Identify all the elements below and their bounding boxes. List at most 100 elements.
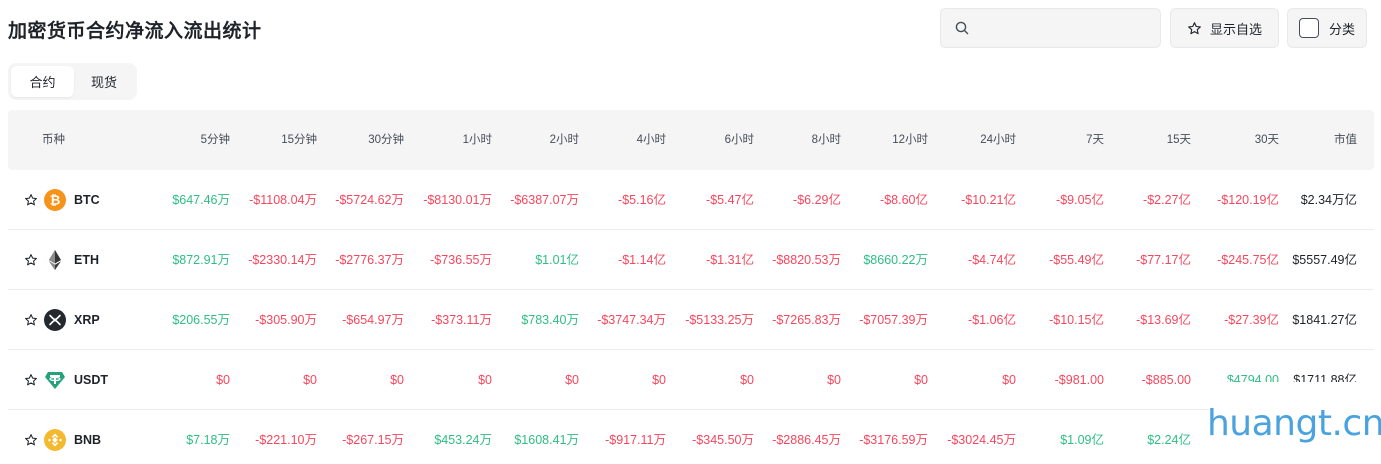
netflow-value: -$10.15亿 [1049,313,1104,327]
netflow-value: $783.40万 [521,313,579,327]
column-header[interactable]: 30天 [1254,134,1279,146]
netflow-value: -$8.60亿 [880,193,928,207]
favorite-star-icon[interactable] [24,373,38,387]
netflow-value: -$6387.07万 [510,193,579,207]
netflow-value: $0 [1002,373,1016,387]
netflow-value: -$305.90万 [255,313,317,327]
coin-cell: USDT [24,350,108,410]
netflow-value: $8660.22万 [863,253,928,267]
category-toggle[interactable]: 分类 [1287,8,1367,48]
netflow-value: -$2886.45万 [772,433,841,447]
netflow-value: -$120.19亿 [1217,193,1279,207]
table-row[interactable]: ETH $872.91万 -$2330.14万 -$2776.37万 -$736.55万… [8,230,1374,290]
column-header: 币种 [42,134,65,146]
column-header[interactable]: 市值 [1334,134,1357,146]
column-header[interactable]: 8小时 [811,134,841,146]
netflow-value: -$2776.37万 [335,253,404,267]
column-header[interactable]: 6小时 [724,134,754,146]
netflow-value: -$7265.83万 [772,313,841,327]
watermark: huangt.cn [1207,382,1381,464]
search-box[interactable] [940,8,1161,48]
tab-spot[interactable]: 现货 [90,75,117,90]
market-cap-value: $1841.27亿 [1292,313,1357,327]
usdt-icon [44,369,66,391]
netflow-value: $0 [390,373,404,387]
tab-futures[interactable]: 合约 [11,66,74,97]
netflow-value: -$6.29亿 [793,193,841,207]
netflow-value: -$1.14亿 [618,253,666,267]
coin-cell: ₿ BTC [24,170,100,230]
column-header[interactable]: 30分钟 [368,134,404,146]
coin-symbol: BTC [74,193,100,207]
column-header[interactable]: 15天 [1166,134,1191,146]
coin-cell: ETH [24,230,99,290]
netflow-value: -$1108.04万 [249,193,317,207]
netflow-value: $0 [303,373,317,387]
category-label: 分类 [1328,21,1355,37]
netflow-value: -$8820.53万 [772,253,841,267]
netflow-value: -$9.05亿 [1056,193,1104,207]
netflow-value: -$8130.01万 [423,193,492,207]
netflow-value: -$3024.45万 [947,433,1016,447]
netflow-value: $0 [652,373,666,387]
netflow-value: -$5.16亿 [618,193,666,207]
watchlist-label: 显示自选 [1209,21,1262,37]
netflow-value: $0 [827,373,841,387]
column-header[interactable]: 4小时 [636,134,666,146]
netflow-value: $0 [740,373,754,387]
netflow-value: $206.55万 [172,313,230,327]
netflow-value: -$373.11万 [431,313,492,327]
netflow-value: $2.24亿 [1147,433,1191,447]
table-body: ₿ BTC $647.46万 -$1108.04万 -$5724.62万 -$8130.0… [8,170,1374,464]
netflow-value: -$77.17亿 [1136,253,1191,267]
netflow-value: $872.91万 [172,253,230,267]
netflow-value: -$5133.25万 [685,313,754,327]
netflow-value: -$10.21亿 [961,193,1016,207]
coin-symbol: ETH [74,253,99,267]
favorite-star-icon[interactable] [24,433,38,447]
netflow-value: -$245.75亿 [1217,253,1279,267]
netflow-value: -$13.69亿 [1136,313,1191,327]
netflow-value: -$2.27亿 [1143,193,1191,207]
coin-symbol: BNB [74,433,102,447]
netflow-value: $0 [565,373,579,387]
netflow-value: $1608.41万 [514,433,579,447]
netflow-value: -$4.74亿 [968,253,1016,267]
netflow-value: $453.24万 [434,433,492,447]
column-header[interactable]: 1小时 [462,134,492,146]
netflow-value: -$1.31亿 [706,253,754,267]
netflow-value: -$27.39亿 [1224,313,1279,327]
coin-cell: XRP [24,290,100,350]
table-header: 币种 5分钟 15分钟 30分钟 1小时 2小时 4小时 6小时 8小时 12小时 24小时 7天 15… [8,110,1374,170]
netflow-value: $647.46万 [172,193,230,207]
favorite-star-icon[interactable] [24,313,38,327]
column-header[interactable]: 12小时 [892,134,928,146]
column-header[interactable]: 2小时 [549,134,579,146]
netflow-value: -$736.55万 [430,253,492,267]
favorite-star-icon[interactable] [24,253,38,267]
column-header[interactable]: 5分钟 [200,134,230,146]
netflow-value: $0 [478,373,492,387]
netflow-value: $1.09亿 [1060,433,1104,447]
table-row[interactable]: XRP $206.55万 -$305.90万 -$654.97万 -$373.11万 $7… [8,290,1374,350]
netflow-value: -$981.00 [1054,373,1104,387]
search-input[interactable] [977,20,1147,36]
search-icon [955,21,969,35]
netflow-value: -$654.97万 [342,313,404,327]
column-header[interactable]: 7天 [1086,134,1104,146]
table-row[interactable]: USDT $0 $0 $0 $0 $0 $0 $0 $0 $0 $0 -$981.00 -$885.00… [8,350,1374,410]
netflow-value: -$3176.59万 [859,433,928,447]
table-row[interactable]: BNB $7.18万 -$221.10万 -$267.15万 $453.24万 $1608… [8,410,1374,464]
column-header[interactable]: 24小时 [980,134,1016,146]
page-title: 加密货币合约净流入流出统计 [8,21,262,42]
market-cap-value: $5557.49亿 [1292,253,1357,267]
watchlist-toggle-button[interactable]: 显示自选 [1170,8,1279,48]
favorite-star-icon[interactable] [24,193,38,207]
category-checkbox[interactable] [1298,18,1319,38]
market-type-tabs: 合约 现货 [8,63,137,100]
column-header[interactable]: 15分钟 [281,134,317,146]
coin-cell: BNB [24,410,101,464]
coin-symbol: XRP [74,313,100,327]
table-row[interactable]: ₿ BTC $647.46万 -$1108.04万 -$5724.62万 -$8130.0… [8,170,1374,230]
svg-text:₿: ₿ [50,194,61,209]
